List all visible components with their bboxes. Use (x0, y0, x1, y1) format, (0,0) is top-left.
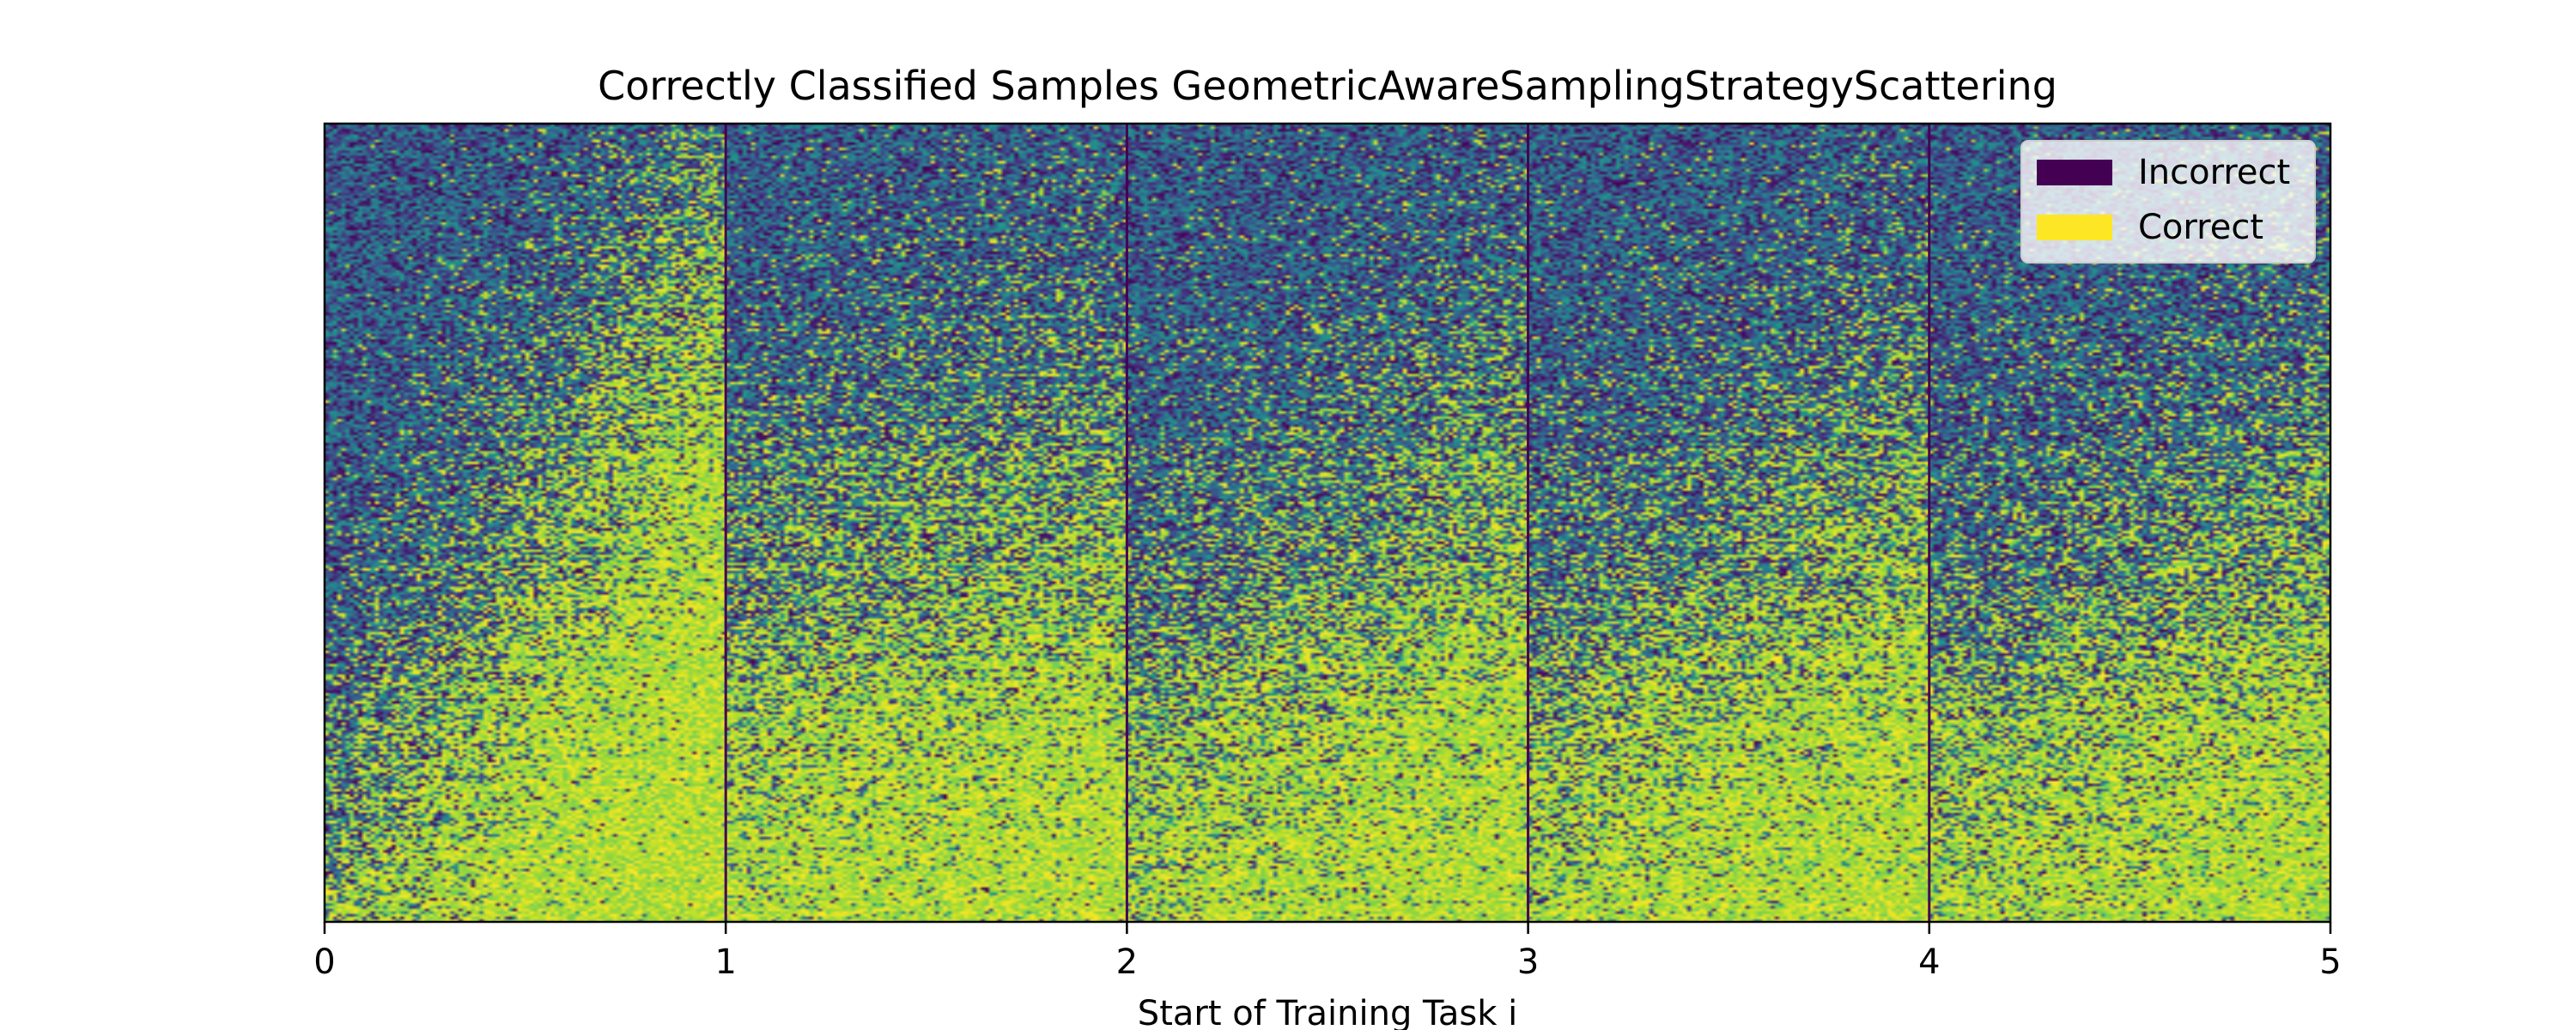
legend-label-incorrect: Incorrect (2138, 153, 2290, 192)
x-tick-label: 1 (714, 942, 736, 982)
legend-swatch-incorrect (2037, 160, 2112, 185)
x-axis-label: Start of Training Task i (1138, 994, 1517, 1030)
x-tick-label: 5 (2319, 942, 2341, 982)
x-tick-label: 3 (1517, 942, 1539, 982)
x-tick-label: 0 (313, 942, 335, 982)
legend: Incorrect Correct (2020, 140, 2316, 264)
legend-swatch-correct (2037, 215, 2112, 240)
x-axis-ticks: 0 1 2 3 4 5 (313, 922, 2342, 982)
x-tick-label: 4 (1918, 942, 1940, 982)
legend-label-correct: Correct (2138, 208, 2263, 247)
task-boundaries (724, 124, 1931, 922)
heatmap-raster (325, 124, 2330, 922)
plot-frame (323, 122, 2332, 924)
chart-title: Correctly Classified Samples GeometricAw… (598, 63, 2057, 109)
heatmap (325, 124, 2330, 922)
x-tick-label: 2 (1116, 942, 1138, 982)
